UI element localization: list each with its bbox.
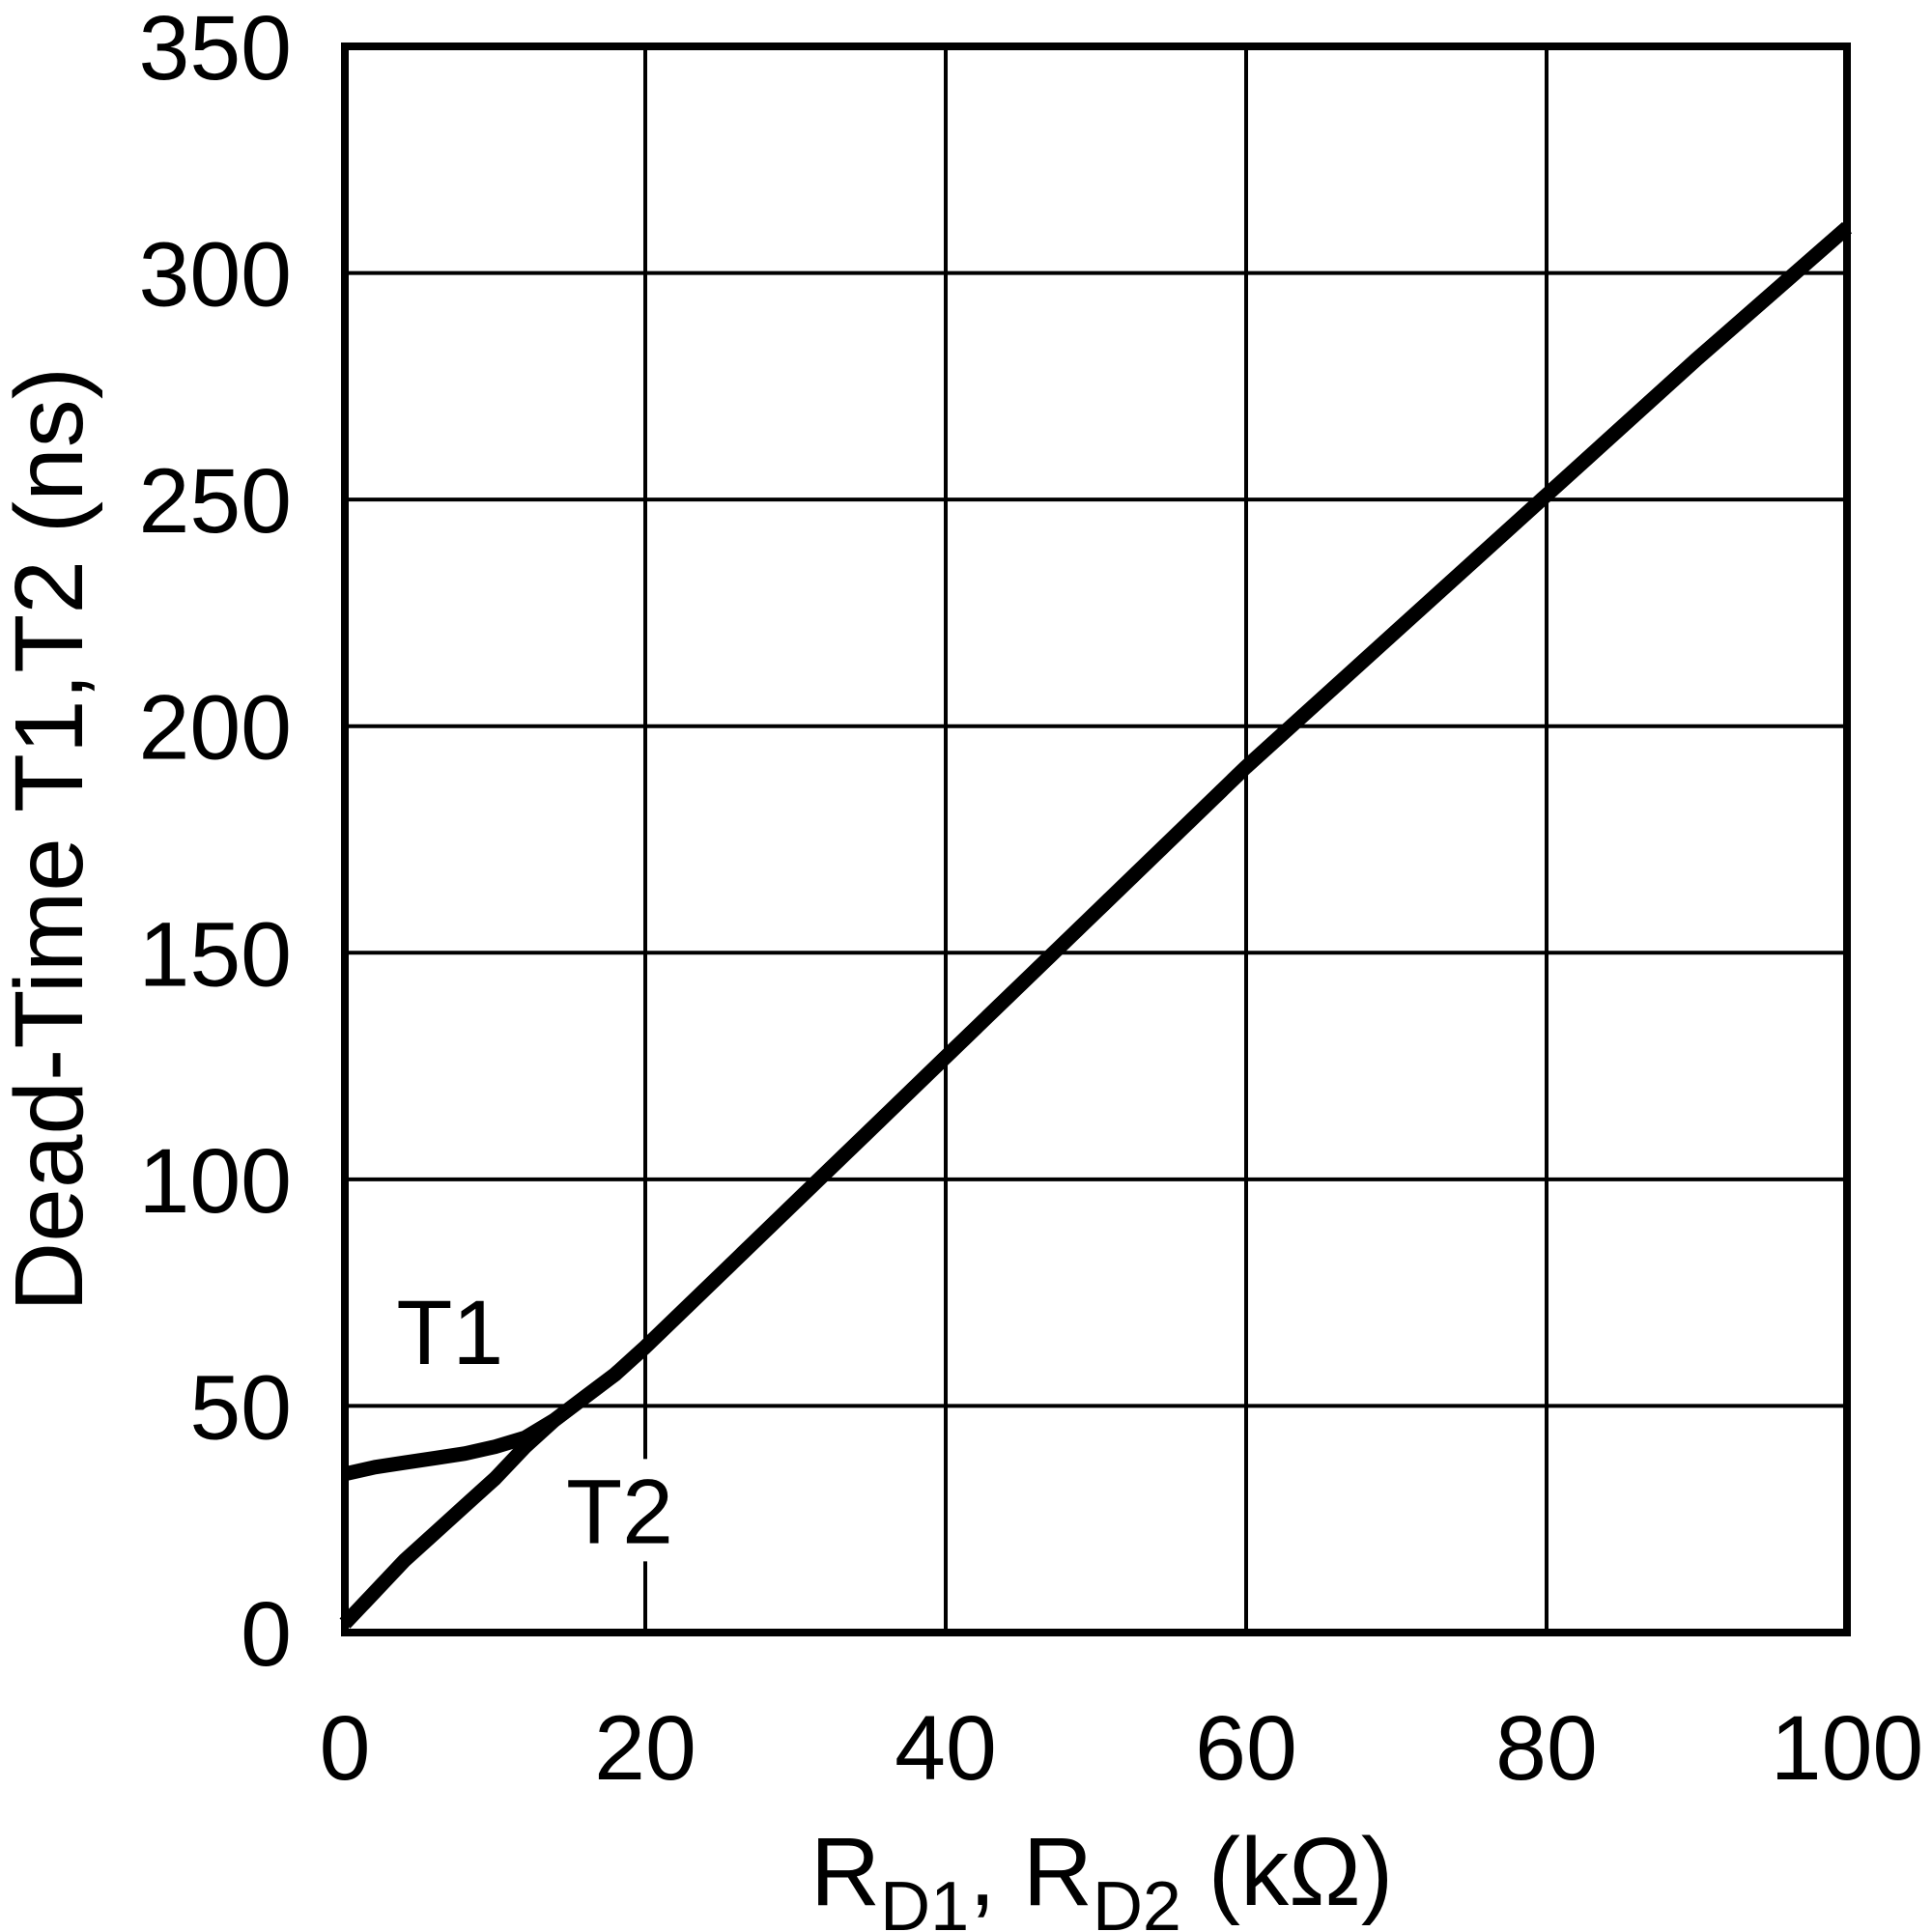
y-tick-label: 300 [138, 224, 292, 327]
x-tick-label: 100 [1771, 1697, 1924, 1800]
series-t2-curve [339, 222, 1852, 1629]
x-tick-label: 0 [320, 1697, 371, 1800]
x-tick-label: 40 [895, 1697, 997, 1800]
y-tick-label: 250 [138, 450, 292, 553]
y-tick-label: 0 [241, 1583, 292, 1686]
plot-frame [341, 43, 1851, 1636]
y-tick-label: 150 [138, 903, 292, 1006]
y-tick-label: 100 [138, 1130, 292, 1233]
x-tick-label: 60 [1195, 1697, 1297, 1800]
y-tick-label: 200 [138, 677, 292, 780]
x-axis-title: RD1, RD2 (kΩ) [810, 1818, 1393, 1932]
x-tick-label: 80 [1495, 1697, 1598, 1800]
x-tick-label: 20 [594, 1697, 696, 1800]
series-t2-label-mask [547, 1459, 693, 1562]
y-tick-label: 50 [189, 1356, 292, 1459]
series-t1-label-mask [377, 1280, 523, 1383]
y-axis-title: Dead-Time T1,T2 (ns) [0, 367, 103, 1312]
series-t1-label: T1 [396, 1282, 503, 1384]
y-tick-label: 350 [138, 0, 292, 99]
series-t2-label: T2 [566, 1461, 673, 1563]
